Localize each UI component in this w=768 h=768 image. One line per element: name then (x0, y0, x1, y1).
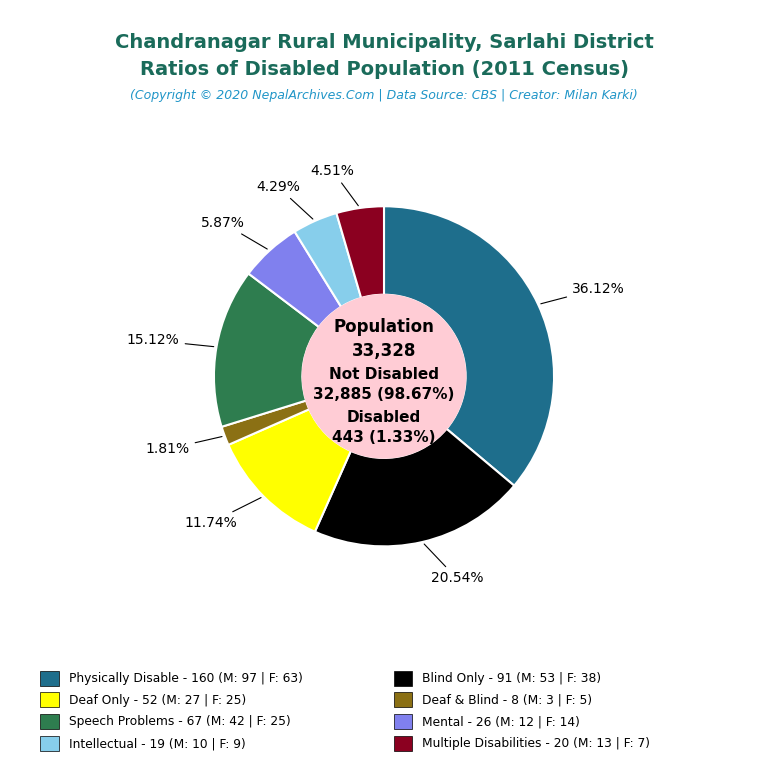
Text: 4.29%: 4.29% (256, 180, 313, 219)
Text: 1.81%: 1.81% (146, 436, 222, 456)
Text: Ratios of Disabled Population (2011 Census): Ratios of Disabled Population (2011 Cens… (140, 60, 628, 78)
Wedge shape (249, 232, 341, 327)
Wedge shape (228, 409, 351, 531)
Text: 36.12%: 36.12% (541, 282, 625, 304)
Text: Disabled
443 (1.33%): Disabled 443 (1.33%) (333, 410, 435, 445)
Circle shape (303, 295, 465, 458)
Text: Population
33,328: Population 33,328 (333, 318, 435, 359)
Wedge shape (315, 429, 515, 546)
Text: 20.54%: 20.54% (424, 544, 483, 585)
Wedge shape (222, 401, 310, 445)
Text: 4.51%: 4.51% (311, 164, 359, 206)
Text: Chandranagar Rural Municipality, Sarlahi District: Chandranagar Rural Municipality, Sarlahi… (114, 33, 654, 51)
Text: 5.87%: 5.87% (200, 216, 267, 249)
Legend: Blind Only - 91 (M: 53 | F: 38), Deaf & Blind - 8 (M: 3 | F: 5), Mental - 26 (M:: Blind Only - 91 (M: 53 | F: 38), Deaf & … (390, 667, 654, 754)
Wedge shape (384, 207, 554, 485)
Legend: Physically Disable - 160 (M: 97 | F: 63), Deaf Only - 52 (M: 27 | F: 25), Speech: Physically Disable - 160 (M: 97 | F: 63)… (37, 667, 306, 754)
Text: 11.74%: 11.74% (184, 498, 261, 530)
Wedge shape (214, 273, 319, 427)
Text: (Copyright © 2020 NepalArchives.Com | Data Source: CBS | Creator: Milan Karki): (Copyright © 2020 NepalArchives.Com | Da… (130, 89, 638, 101)
Text: 15.12%: 15.12% (127, 333, 214, 347)
Text: Not Disabled
32,885 (98.67%): Not Disabled 32,885 (98.67%) (313, 367, 455, 402)
Wedge shape (295, 213, 361, 307)
Wedge shape (336, 207, 384, 298)
